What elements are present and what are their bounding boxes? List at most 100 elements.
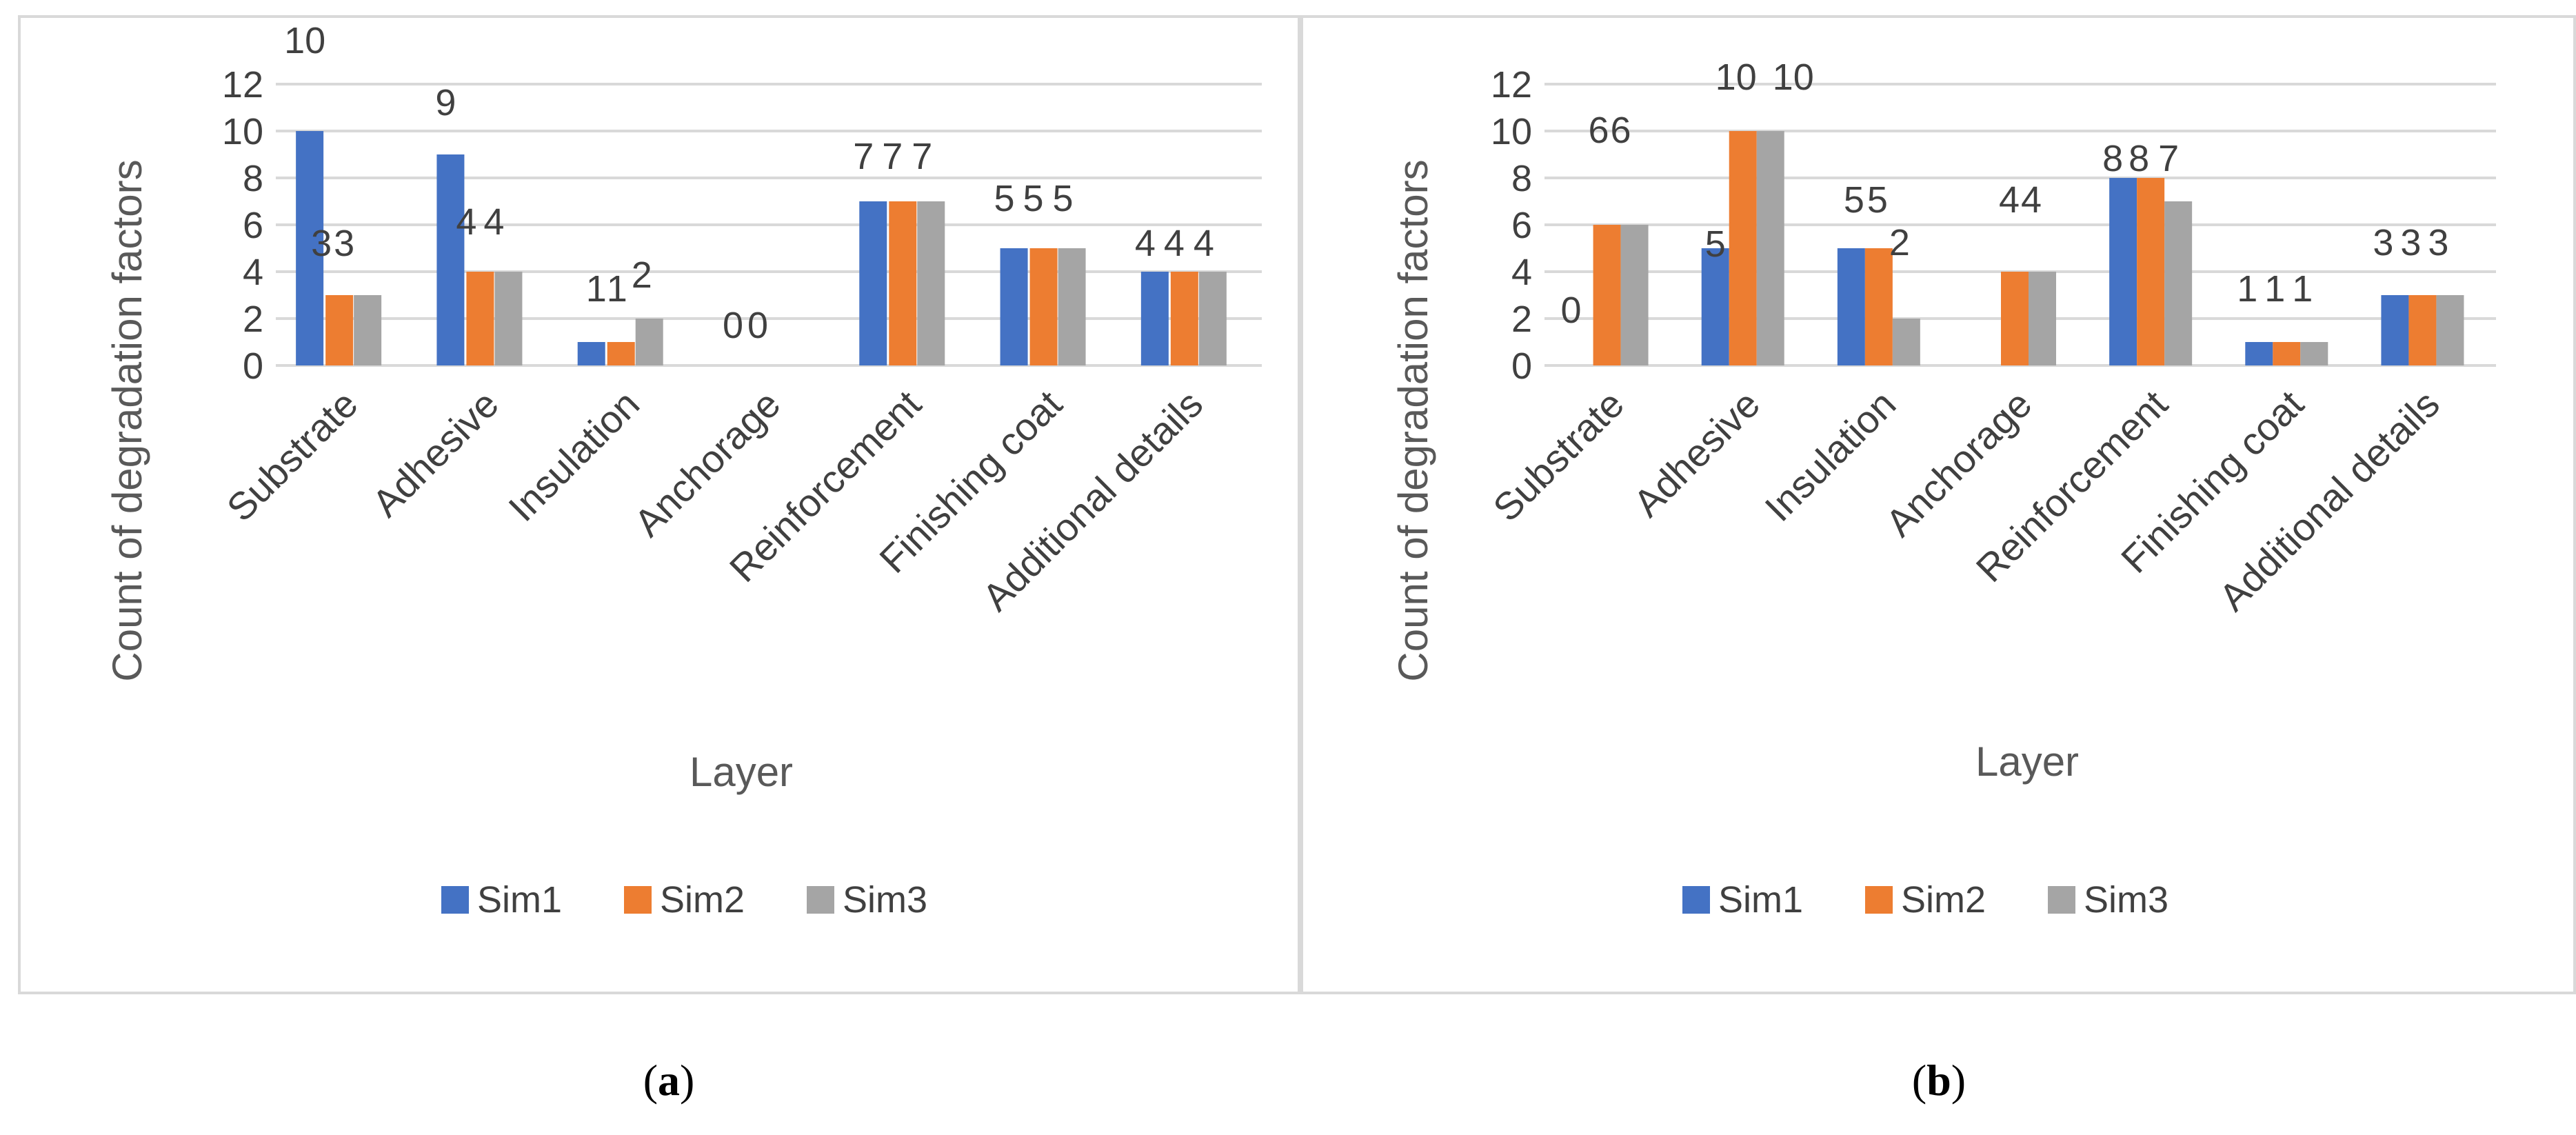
bar-sim3 [1620,225,1649,365]
data-label: 8 [2102,138,2123,179]
bar-sim2 [325,295,354,365]
data-label: 6 [1589,110,1609,151]
y-tick-label: 4 [1511,252,1532,293]
data-label: 4 [1164,223,1185,264]
bar-sim3 [494,272,523,365]
data-label: 3 [2428,222,2448,263]
bar-sim3 [1198,272,1227,365]
bar-sim3 [1756,131,1784,365]
data-label: 9 [435,82,456,123]
bar-sim3 [635,319,663,365]
bar-sim3 [2029,272,2056,365]
legend-label-sim3: Sim3 [843,879,927,921]
bar-sim2 [2001,272,2029,365]
y-axis-title: Count of degradation factors [1390,159,1436,681]
data-label: 3 [2400,222,2421,263]
legend-swatch-sim1 [441,886,469,914]
data-label: 2 [1889,222,1910,263]
bar-sim1 [2381,295,2409,365]
bar-sim3 [354,295,382,365]
data-label: 5 [1023,178,1044,219]
bar-sim3 [1058,248,1086,365]
y-tick-label: 0 [1511,345,1532,387]
bar-sim2 [889,201,917,365]
bar-sim2 [2408,295,2437,365]
data-label: 7 [912,136,932,177]
y-tick-label: 4 [243,252,263,293]
legend-swatch-sim2 [1865,886,1893,914]
data-label: 1 [586,268,607,310]
data-label: 1 [607,268,627,310]
data-label: 0 [1561,290,1582,331]
y-tick-label: 2 [243,299,263,340]
bar-sim1 [296,131,324,365]
category-label: Substrate [1485,382,1632,530]
legend-label-sim1: Sim1 [1718,879,1803,921]
data-label: 1 [2237,268,2257,310]
data-label: 4 [456,201,476,243]
data-label: 2 [632,254,652,296]
data-label: 4 [483,201,504,243]
data-label: 7 [2158,138,2179,179]
bar-sim3 [1892,319,1920,365]
data-label: 5 [994,178,1015,219]
data-label: 4 [1194,223,1214,264]
y-tick-label: 12 [1491,64,1532,106]
x-axis-title: Layer [690,749,793,795]
bar-sim1 [2245,342,2273,365]
y-axis-title: Count of degradation factors [104,159,150,681]
caption-b: (b) [1911,1056,1966,1105]
data-label: 5 [1867,179,1888,221]
data-label: 7 [882,136,903,177]
bar-sim2 [1029,248,1058,365]
caption-a: (a) [643,1056,695,1105]
bar-sim1 [1837,248,1865,365]
legend-swatch-sim3 [2048,886,2075,914]
y-tick-label: 10 [222,111,263,152]
bar-sim2 [1593,225,1621,365]
data-label: 6 [1611,110,1631,151]
bar-sim2 [2273,342,2301,365]
bar-sim3 [2436,295,2464,365]
bar-sim2 [1170,272,1198,365]
bar-sim1 [436,154,465,365]
data-label: 10 [284,20,325,61]
data-label: 3 [2373,222,2393,263]
bar-sim1 [1000,248,1028,365]
legend-label-sim3: Sim3 [2084,879,2169,921]
data-label: 10 [1773,57,1814,98]
x-axis-title: Layer [1975,739,2079,785]
legend-label-sim2: Sim2 [660,879,745,921]
data-label: 4 [1999,179,2020,221]
bar-sim2 [607,342,635,365]
data-label: 3 [311,223,332,264]
legend-label-sim2: Sim2 [1901,879,1986,921]
data-label: 5 [1705,223,1726,265]
bar-sim1 [1701,248,1729,365]
data-label: 3 [334,223,354,264]
data-label: 7 [853,136,874,177]
data-label: 5 [1053,178,1074,219]
legend-swatch-sim2 [624,886,652,914]
bar-sim3 [2164,201,2193,365]
category-label: Adhesive [1625,382,1768,525]
category-label: Insulation [1756,382,1904,530]
y-tick-label: 0 [243,345,263,387]
data-label: 8 [2129,138,2149,179]
data-label: 1 [2292,268,2313,310]
data-label: 4 [1135,223,1156,264]
bar-sim2 [2137,178,2165,365]
legend-swatch-sim1 [1682,886,1710,914]
y-tick-label: 10 [1491,111,1532,152]
bar-sim2 [466,272,494,365]
bar-sim1 [1140,272,1169,365]
bar-sim2 [1729,131,1757,365]
bar-sim1 [577,342,605,365]
data-label: 0 [723,305,743,346]
data-label: 4 [2021,179,2042,221]
legend-swatch-sim3 [807,886,834,914]
bar-sim1 [2109,178,2137,365]
data-label: 1 [2264,268,2285,310]
